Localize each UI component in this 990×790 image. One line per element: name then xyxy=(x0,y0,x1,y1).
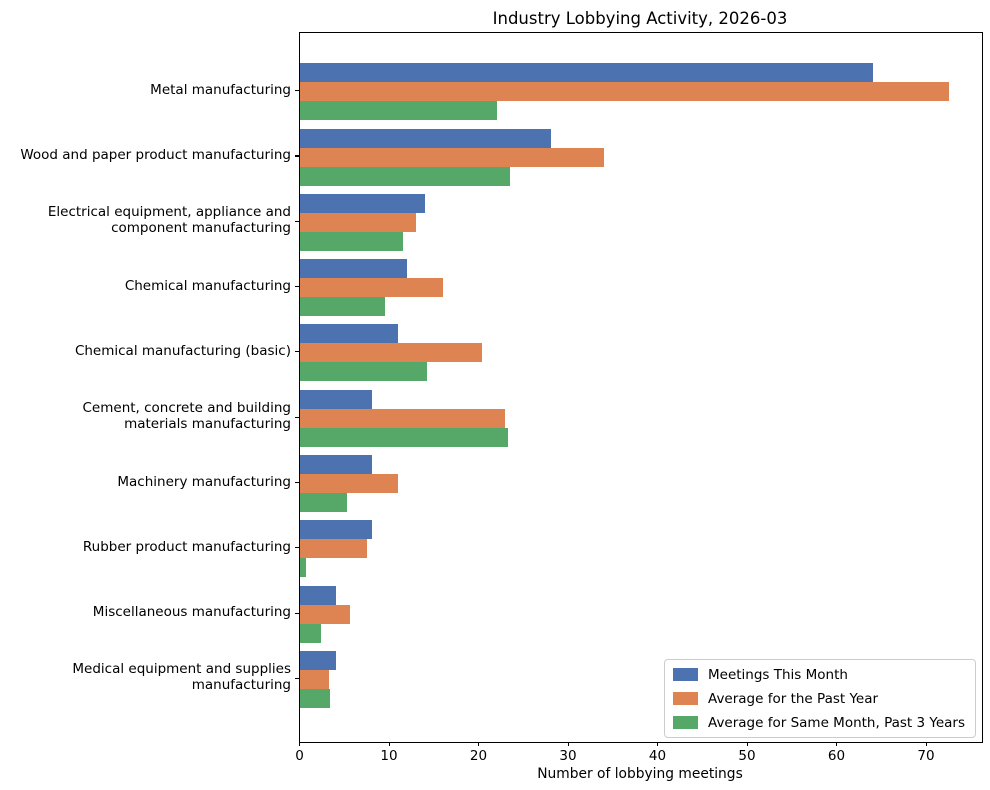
x-tick-mark xyxy=(657,742,659,746)
y-tick-label: Wood and paper product manufacturing xyxy=(20,147,291,164)
legend-label: Average for the Past Year xyxy=(708,690,879,707)
x-tick-mark xyxy=(299,742,301,746)
bar xyxy=(300,408,505,428)
bar xyxy=(300,623,321,643)
y-tick-label: Machinery manufacturing xyxy=(117,473,291,490)
bar xyxy=(300,259,408,279)
y-tick-label: Electrical equipment, appliance and comp… xyxy=(47,204,291,237)
bar xyxy=(300,474,399,493)
y-tick-mark xyxy=(295,547,299,549)
x-tick-label: 40 xyxy=(648,748,667,764)
y-tick-mark xyxy=(295,416,299,418)
bar xyxy=(300,585,336,605)
legend-swatch xyxy=(673,716,698,729)
bar xyxy=(300,324,399,344)
legend-item: Average for the Past Year xyxy=(673,690,965,707)
y-axis-ticks xyxy=(295,32,299,741)
legend: Meetings This Month Average for the Past … xyxy=(664,659,976,738)
x-tick-mark xyxy=(746,742,748,746)
bar xyxy=(300,128,551,148)
y-tick-mark xyxy=(295,220,299,222)
chart-title: Industry Lobbying Activity, 2026-03 xyxy=(492,9,788,28)
y-tick-mark xyxy=(295,351,299,353)
legend-swatch xyxy=(673,668,698,681)
bar xyxy=(300,493,348,512)
x-tick-label: 50 xyxy=(738,748,756,764)
bar xyxy=(300,231,403,251)
legend-item: Average for Same Month, Past 3 Years xyxy=(673,714,965,731)
y-tick-label: Rubber product manufacturing xyxy=(82,538,291,555)
bar xyxy=(300,278,444,298)
bar xyxy=(300,650,336,670)
bar xyxy=(300,539,368,559)
x-tick-mark xyxy=(567,742,569,746)
x-tick-label: 60 xyxy=(827,748,846,764)
y-tick-mark xyxy=(295,155,299,157)
bar xyxy=(300,101,497,121)
bar xyxy=(300,63,873,83)
legend-item: Meetings This Month xyxy=(673,666,965,683)
y-tick-label: Chemical manufacturing (basic) xyxy=(74,342,291,359)
bar xyxy=(300,389,372,409)
y-tick-label: Metal manufacturing xyxy=(150,81,291,98)
y-tick-label: Miscellaneous manufacturing xyxy=(92,604,291,621)
bar xyxy=(300,604,351,624)
x-tick-label: 10 xyxy=(380,748,398,764)
x-tick-mark xyxy=(925,742,927,746)
bar xyxy=(300,166,511,186)
y-tick-mark xyxy=(295,90,299,92)
bar xyxy=(300,343,482,363)
bar xyxy=(300,212,417,232)
y-tick-label: Medical equipment and supplies manufactu… xyxy=(72,661,291,694)
bar xyxy=(300,362,428,382)
x-tick-mark xyxy=(388,742,390,746)
legend-label: Meetings This Month xyxy=(708,666,848,683)
bar xyxy=(300,520,372,540)
x-tick-mark xyxy=(836,742,838,746)
x-tick-label: 30 xyxy=(559,748,577,764)
bar xyxy=(300,427,508,447)
bar xyxy=(300,669,329,689)
y-tick-mark xyxy=(295,481,299,484)
x-tick-label: 70 xyxy=(917,748,935,764)
y-tick-mark xyxy=(295,286,299,288)
legend-label: Average for Same Month, Past 3 Years xyxy=(708,714,965,731)
bar xyxy=(300,193,426,213)
y-axis-labels: Metal manufacturing Wood and paper produc… xyxy=(0,32,291,741)
legend-swatch xyxy=(673,692,698,705)
y-tick-label: Cement, concrete and building materials … xyxy=(82,400,292,433)
y-tick-label: Chemical manufacturing xyxy=(124,277,291,294)
x-tick-mark xyxy=(478,742,480,746)
bar xyxy=(300,297,386,317)
y-tick-mark xyxy=(295,677,299,679)
bar xyxy=(300,688,331,708)
y-tick-mark xyxy=(295,612,299,614)
bar xyxy=(300,82,949,102)
bar xyxy=(300,455,372,474)
x-axis-ticks: 0 10 20 30 40 50 60 70 xyxy=(295,742,981,768)
bar xyxy=(300,147,605,167)
x-tick-label: 0 xyxy=(295,748,304,764)
x-tick-label: 20 xyxy=(469,748,488,764)
plot-area: Meetings This Month Average for the Past … xyxy=(299,32,983,743)
x-axis-label: Number of lobbying meetings xyxy=(537,766,743,782)
bar xyxy=(300,558,307,578)
